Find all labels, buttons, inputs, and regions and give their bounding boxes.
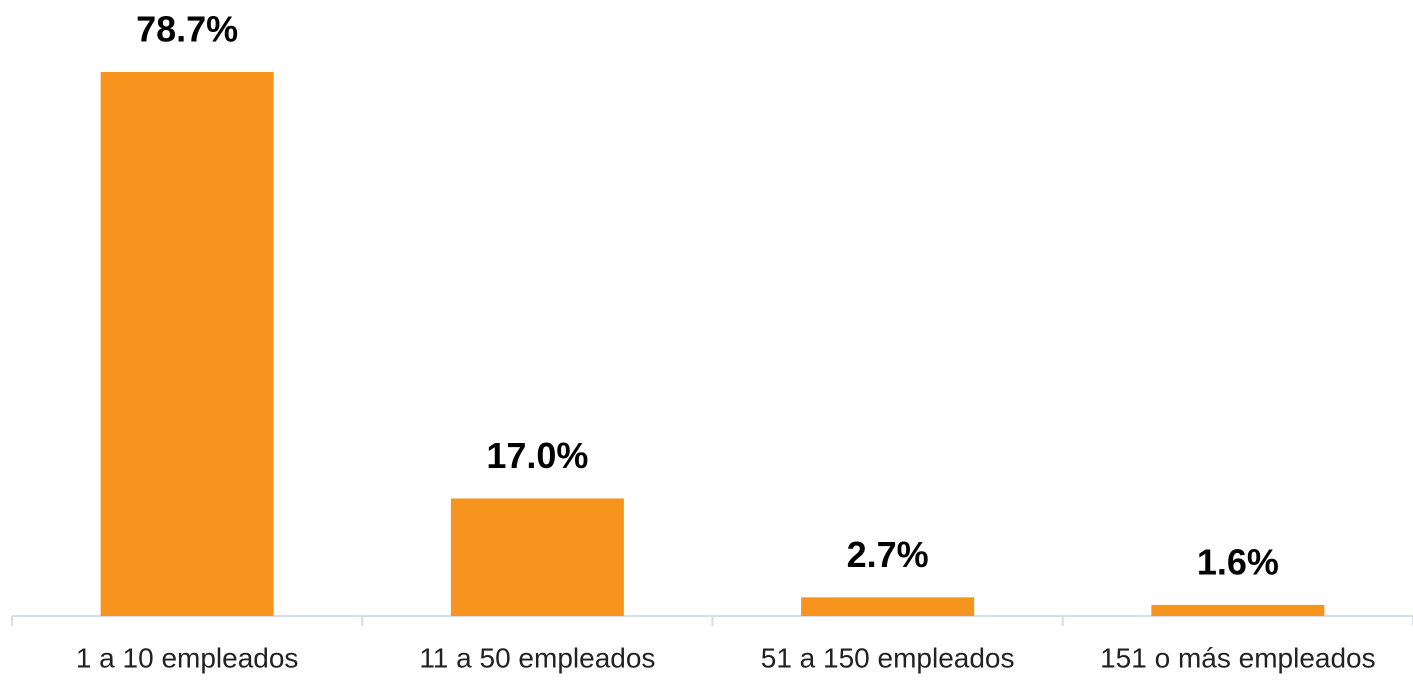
x-tick-label: 51 a 150 empleados — [761, 642, 1015, 673]
x-tick-label: 11 a 50 empleados — [419, 642, 655, 673]
value-label: 17.0% — [486, 435, 588, 476]
bar — [450, 498, 624, 616]
value-label: 2.7% — [847, 534, 929, 575]
bar — [1151, 604, 1325, 616]
bar — [100, 72, 274, 616]
x-tick-label: 1 a 10 empleados — [76, 642, 299, 673]
bar — [801, 597, 975, 616]
value-label: 1.6% — [1197, 541, 1279, 582]
value-label: 78.7% — [136, 9, 238, 50]
x-tick-label: 151 o más empleados — [1100, 642, 1376, 673]
